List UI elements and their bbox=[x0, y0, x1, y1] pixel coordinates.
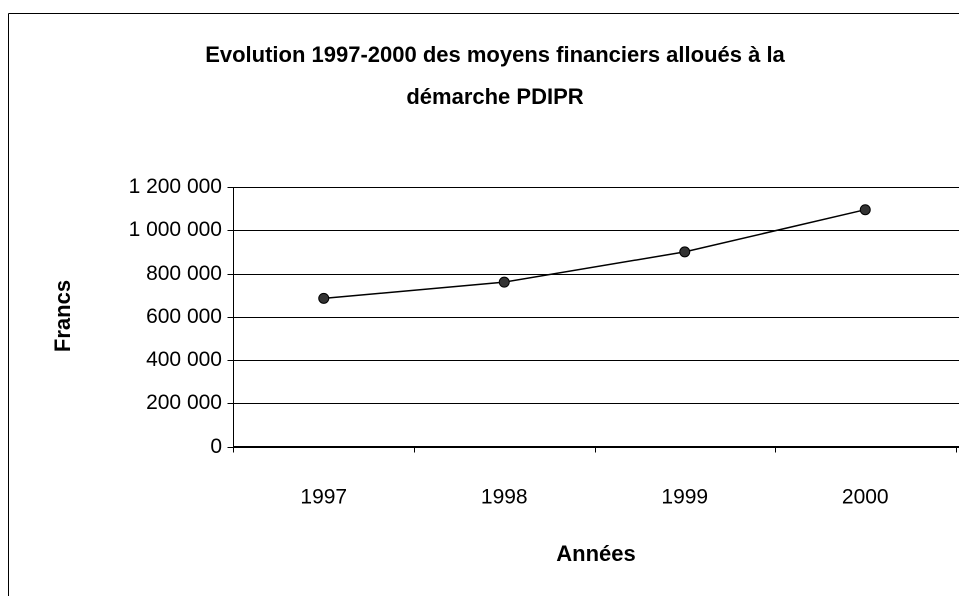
y-tick-label: 1 000 000 bbox=[129, 218, 222, 241]
y-tick-label: 400 000 bbox=[146, 348, 222, 371]
x-tick-label: 1998 bbox=[481, 486, 528, 509]
x-tick-label: 2000 bbox=[842, 486, 889, 509]
x-tick-label: 1997 bbox=[300, 486, 347, 509]
point bbox=[679, 246, 691, 258]
y-axis-title: Francs bbox=[50, 280, 75, 352]
chart-title: démarche PDIPR bbox=[406, 84, 583, 109]
y-tick-label: 600 000 bbox=[146, 305, 222, 328]
x-tick-label: 1999 bbox=[661, 486, 708, 509]
x-axis-title: Années bbox=[556, 541, 635, 566]
line bbox=[323, 208, 866, 300]
y-tick-label: 1 200 000 bbox=[129, 175, 222, 198]
chart-title: Evolution 1997-2000 des moyens financier… bbox=[205, 42, 785, 67]
point bbox=[318, 292, 330, 304]
y-tick-label: 800 000 bbox=[146, 262, 222, 285]
point bbox=[498, 276, 510, 288]
y-tick-label: 200 000 bbox=[146, 391, 222, 414]
y-tick-label: 0 bbox=[210, 435, 222, 458]
point bbox=[859, 204, 871, 216]
